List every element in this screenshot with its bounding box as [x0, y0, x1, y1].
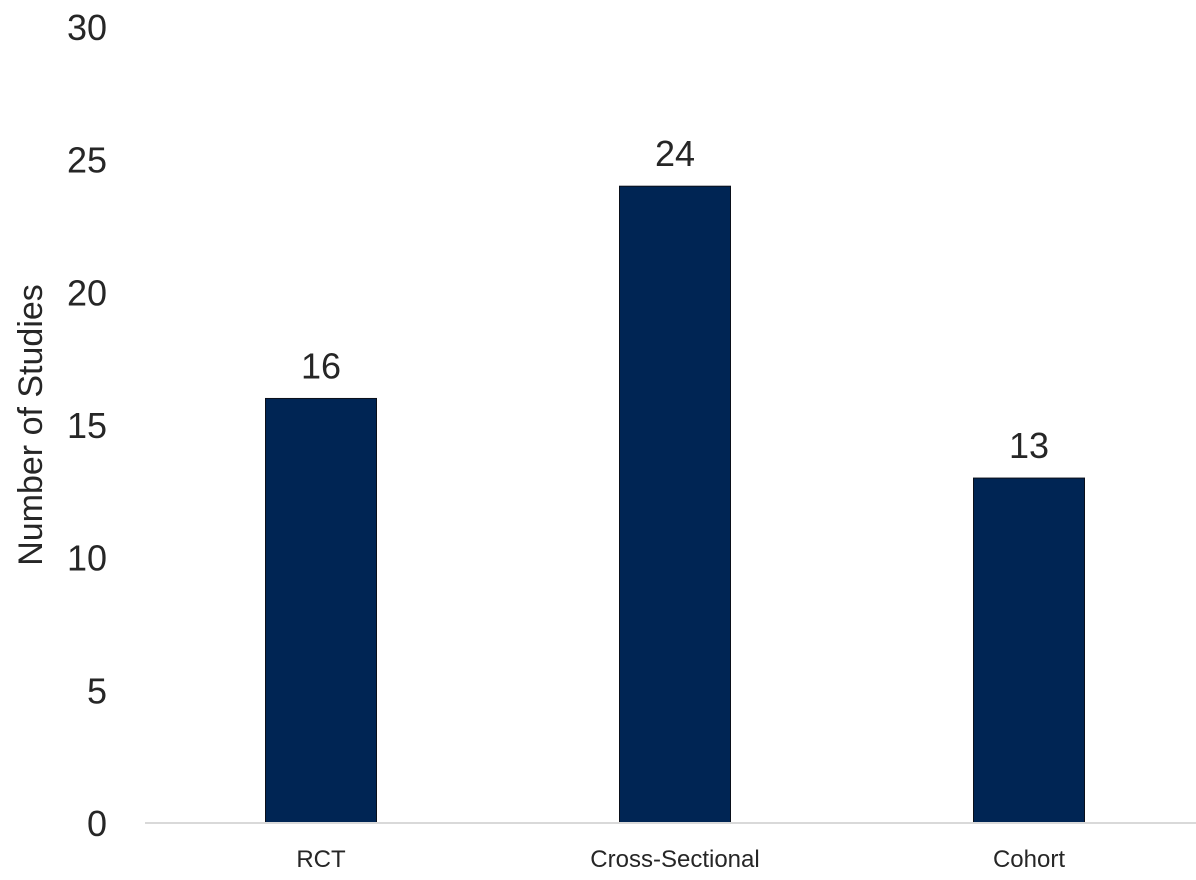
y-tick-label: 25 — [67, 140, 107, 181]
x-axis-ticks: RCT Cross-Sectional Cohort — [296, 846, 1065, 873]
x-tick-label: RCT — [296, 846, 346, 873]
y-axis-title: Number of Studies — [12, 284, 50, 566]
y-tick-label: 15 — [67, 405, 107, 446]
y-tick-label: 30 — [67, 7, 107, 48]
y-tick-label: 5 — [87, 670, 107, 711]
data-label: 16 — [301, 345, 341, 386]
x-tick-label: Cross-Sectional — [590, 846, 759, 873]
bar-rct — [265, 397, 377, 824]
y-axis-ticks: 0 5 10 15 20 25 30 — [67, 7, 107, 844]
bars — [265, 185, 1085, 824]
data-labels: 16 24 13 — [301, 133, 1049, 466]
y-tick-label: 10 — [67, 538, 107, 579]
data-label: 13 — [1009, 425, 1049, 466]
bar-cohort — [973, 477, 1085, 824]
y-tick-label: 0 — [87, 803, 107, 844]
x-tick-label: Cohort — [993, 846, 1065, 873]
data-label: 24 — [655, 133, 695, 174]
y-tick-label: 20 — [67, 272, 107, 313]
bar-cross-sectional — [619, 185, 731, 824]
